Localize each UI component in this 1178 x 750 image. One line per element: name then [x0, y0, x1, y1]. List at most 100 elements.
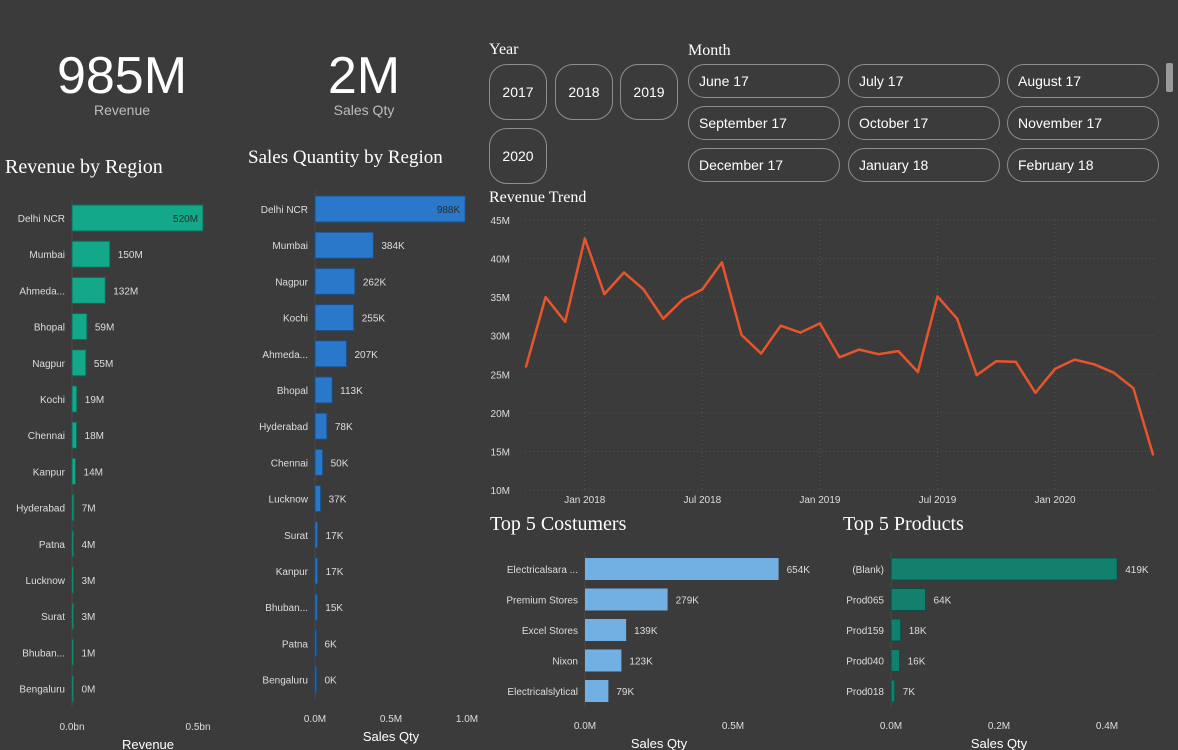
qty-region-category-label-patna: Patna: [282, 639, 309, 650]
revenue-region-category-label-chennai: Chennai: [28, 431, 65, 442]
revenue-region-category-label-nagpur: Nagpur: [32, 359, 65, 370]
trend-point-2019-12: [1034, 391, 1037, 394]
month-option-january-18[interactable]: January 18: [848, 148, 1000, 182]
customers-bar-nixon: [585, 649, 622, 672]
qty-region-bar-ahmeda: [314, 340, 347, 368]
products-x-axis-title: Sales Qty: [971, 736, 1028, 750]
revenue-region-data-label-patna: 4M: [82, 540, 96, 551]
customers-data-label-premium-stores: 279K: [676, 596, 700, 607]
trend-point-2020-06: [1151, 453, 1155, 456]
trend-series-line: [524, 237, 1155, 455]
qty-region-x-tick-2: 1.0M: [456, 714, 478, 725]
qty-region-bar-kochi: [314, 304, 355, 332]
month-slicer-scrollbar[interactable]: [1166, 63, 1173, 92]
revenue-region-bar-nagpur: [71, 349, 87, 377]
revenue-region-category-label-kochi: Kochi: [40, 395, 65, 406]
revenue-region-data-label-chennai: 18M: [85, 431, 104, 442]
trend-y-tick-1: 15M: [491, 447, 510, 458]
trend-point-2018-10: [759, 352, 763, 355]
products-bar-prod159: [890, 618, 902, 642]
sales-qty-card: 2M Sales Qty: [274, 50, 454, 118]
customers-category-label-electricalsara: Electricalsara ...: [507, 565, 578, 576]
year-slicer-label: Year: [489, 41, 519, 58]
revenue-region-bar-lucknow: [71, 566, 74, 594]
qty-region-category-label-nagpur: Nagpur: [275, 277, 308, 288]
qty-region-data-label-delhi-ncr: 988K: [437, 205, 461, 216]
revenue-region-x-tick-1: 0.5bn: [185, 722, 210, 733]
trend-x-tick-3: Jul 2019: [919, 495, 957, 506]
trend-point-2017-11: [544, 295, 547, 299]
products-bar-prod065: [890, 588, 927, 611]
trend-point-2018-07: [701, 288, 704, 291]
top5-customers-title: Top 5 Costumers: [490, 513, 627, 535]
sales-qty-by-region-chart: Delhi NCR 988K Mumbai 384K Nagpur 262K Kochi 25…: [259, 190, 478, 744]
revenue-region-category-label-kanpur: Kanpur: [33, 467, 66, 478]
trend-point-2017-10: [524, 365, 528, 368]
trend-y-tick-0: 10M: [491, 486, 510, 497]
trend-point-2018-03: [622, 271, 626, 274]
customers-data-label-electricalsara: 654K: [787, 565, 811, 576]
revenue-region-category-label-surat: Surat: [41, 612, 65, 623]
products-category-label-prod018: Prod018: [846, 687, 884, 698]
revenue-region-data-label-kanpur: 14M: [84, 467, 103, 478]
trend-point-2019-02: [838, 356, 841, 359]
revenue-region-data-label-bhopal: 59M: [95, 323, 114, 334]
customers-x-tick-1: 0.5M: [722, 721, 744, 732]
month-option-june-17[interactable]: June 17: [688, 64, 840, 98]
products-category-label-prod159: Prod159: [846, 626, 884, 637]
customers-x-tick-0: 0.0M: [574, 721, 596, 732]
month-option-december-17[interactable]: December 17: [688, 148, 840, 182]
revenue-region-bar-mumbai: [71, 240, 111, 268]
trend-point-2019-08: [955, 317, 959, 320]
products-bar-prod018: [890, 679, 896, 703]
qty-region-data-label-chennai: 50K: [331, 458, 349, 469]
revenue-region-bar-ahmeda: [71, 276, 106, 304]
qty-region-bar-mumbai: [314, 231, 374, 259]
products-data-label-prod065: 64K: [934, 596, 952, 607]
trend-point-2019-09: [975, 373, 978, 377]
trend-point-2017-12: [563, 320, 567, 324]
month-option-february-18[interactable]: February 18: [1007, 148, 1159, 182]
customers-bar-electricalsara: [585, 558, 779, 580]
trend-point-2018-06: [681, 298, 684, 301]
revenue-region-bar-bhopal: [71, 313, 88, 341]
qty-region-category-label-delhi-ncr: Delhi NCR: [261, 205, 308, 216]
qty-region-category-label-ahmeda: Ahmeda...: [262, 350, 308, 361]
trend-point-2020-03: [1093, 363, 1096, 366]
year-option-2019[interactable]: 2019: [620, 64, 678, 120]
trend-point-2018-02: [603, 292, 606, 296]
revenue-region-category-label-lucknow: Lucknow: [26, 576, 66, 587]
qty-region-category-label-lucknow: Lucknow: [269, 495, 309, 506]
month-option-october-17[interactable]: October 17: [848, 106, 1000, 140]
year-option-2020[interactable]: 2020: [489, 128, 547, 184]
revenue-region-data-label-kochi: 19M: [85, 395, 104, 406]
month-option-august-17[interactable]: August 17: [1007, 64, 1159, 98]
products-category-label-prod040: Prod040: [846, 657, 884, 668]
revenue-region-category-label-bhopal: Bhopal: [34, 323, 65, 334]
sales-qty-kpi-value: 2M: [327, 47, 401, 105]
products-bar-prod040: [890, 649, 901, 672]
products-data-label-prod040: 16K: [908, 657, 926, 668]
trend-point-2019-07: [936, 295, 939, 298]
trend-x-tick-0: Jan 2018: [564, 495, 606, 506]
qty-region-bar-surat: [314, 521, 319, 549]
trend-point-2019-03: [857, 348, 861, 351]
trend-point-2018-01: [583, 237, 586, 240]
revenue-region-category-label-mumbai: Mumbai: [29, 250, 65, 261]
qty-region-data-label-bhuban: 15K: [325, 603, 343, 614]
customers-category-label-premium-stores: Premium Stores: [506, 596, 578, 607]
trend-x-tick-2: Jan 2019: [799, 495, 841, 506]
year-option-2017[interactable]: 2017: [489, 64, 547, 120]
trend-y-tick-4: 30M: [491, 332, 510, 343]
month-option-november-17[interactable]: November 17: [1007, 106, 1159, 140]
month-option-july-17[interactable]: July 17: [848, 64, 1000, 98]
qty-region-data-label-ahmeda: 207K: [354, 350, 378, 361]
trend-point-2020-05: [1132, 386, 1135, 390]
revenue-by-region-chart: Delhi NCR 520M Mumbai 150M Ahmeda... 132M Bhop…: [16, 199, 211, 750]
year-option-2018[interactable]: 2018: [555, 64, 613, 120]
top5-products-chart: (Blank) 419K Prod065 64K Prod159 18K Prod040 16…: [846, 552, 1149, 750]
month-option-september-17[interactable]: September 17: [688, 106, 840, 140]
products-data-label-prod018: 7K: [903, 687, 916, 698]
revenue-region-category-label-bengaluru: Bengaluru: [19, 685, 65, 696]
customers-category-label-excel-stores: Excel Stores: [522, 626, 578, 637]
